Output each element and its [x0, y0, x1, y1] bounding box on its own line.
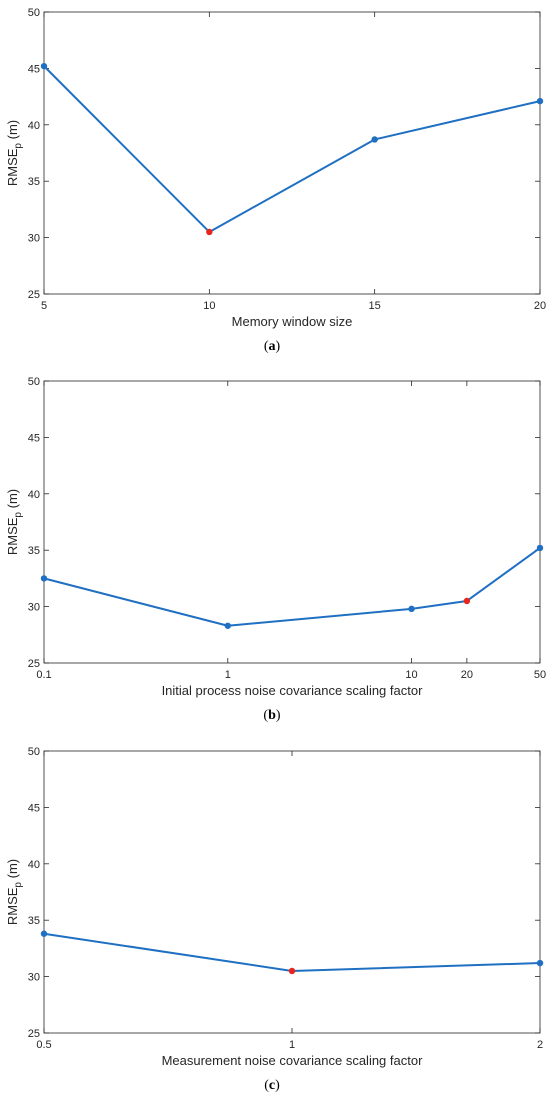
- plot-area-frame: [43, 750, 541, 1034]
- chart-panel-c: 25 30 35 40 45 50 0.5 1 2 Measurement noise covar…: [5, 746, 544, 1093]
- data-point-optimal: [463, 597, 471, 605]
- data-point-optimal: [288, 967, 296, 975]
- y-tick-label: 30: [28, 602, 40, 614]
- x-axis-label: Measurement noise covariance scaling fac…: [162, 1053, 424, 1068]
- data-point: [408, 605, 415, 613]
- data-point: [536, 97, 544, 105]
- x-tick-label: 10: [405, 669, 417, 681]
- series-line: [43, 65, 541, 233]
- y-tick-label: 35: [28, 176, 40, 188]
- y-tick-label: 35: [28, 915, 40, 927]
- x-tick-label: 2: [537, 1039, 543, 1051]
- chart-panel-a: 25 30 35 40 45 50 5 10 15 20 Memory window size RMS…: [5, 7, 546, 354]
- y-tick-label: 45: [28, 432, 40, 444]
- x-tick-label: 20: [534, 300, 546, 312]
- data-point: [40, 930, 48, 937]
- data-point: [224, 622, 231, 629]
- y-tick-label: 45: [28, 802, 40, 814]
- series-line: [43, 932, 541, 972]
- panel-caption: (b): [263, 708, 280, 723]
- y-tick-label: 25: [28, 658, 40, 670]
- y-tick-label: 30: [28, 972, 40, 984]
- y-axis-label: RMSEp (m): [5, 859, 24, 925]
- x-tick-label: 1: [225, 669, 231, 681]
- x-axis-label: Memory window size: [232, 314, 353, 329]
- chart-panel-b: 25 30 35 40 45 50 0.1 1 10 20 50 Initial process no…: [5, 376, 546, 723]
- x-axis-label: Initial process noise covariance scaling…: [162, 683, 424, 698]
- y-tick-label: 45: [28, 63, 40, 75]
- y-tick-label: 30: [28, 233, 40, 245]
- x-tick-label: 1: [289, 1039, 295, 1051]
- data-point: [40, 62, 48, 70]
- y-tick-label: 40: [28, 489, 40, 501]
- series-line: [43, 547, 541, 627]
- y-tick-label: 35: [28, 545, 40, 557]
- x-tick-label: 10: [203, 300, 215, 312]
- data-point: [536, 544, 544, 552]
- y-axis-label: RMSEp (m): [5, 120, 24, 186]
- panel-caption: (c): [264, 1078, 280, 1093]
- data-point: [536, 959, 544, 967]
- panel-caption: (a): [264, 339, 281, 354]
- y-tick-label: 25: [28, 289, 40, 301]
- x-tick-label: 5: [41, 300, 47, 312]
- plot-area-frame: [43, 11, 541, 295]
- y-tick-label: 50: [28, 376, 40, 388]
- y-tick-label: 40: [28, 859, 40, 871]
- y-tick-label: 40: [28, 120, 40, 132]
- y-tick-label: 50: [28, 746, 40, 758]
- data-point-optimal: [206, 228, 213, 236]
- y-axis-label: RMSEp (m): [5, 489, 24, 555]
- x-tick-label: 0.1: [36, 669, 51, 681]
- x-tick-label: 50: [534, 669, 546, 681]
- y-tick-label: 25: [28, 1028, 40, 1040]
- data-point: [371, 136, 378, 143]
- x-tick-label: 15: [369, 300, 381, 312]
- plot-area-frame: [43, 380, 541, 664]
- data-point: [40, 575, 48, 582]
- y-tick-label: 50: [28, 7, 40, 19]
- x-tick-label: 20: [461, 669, 473, 681]
- x-tick-label: 0.5: [36, 1039, 51, 1051]
